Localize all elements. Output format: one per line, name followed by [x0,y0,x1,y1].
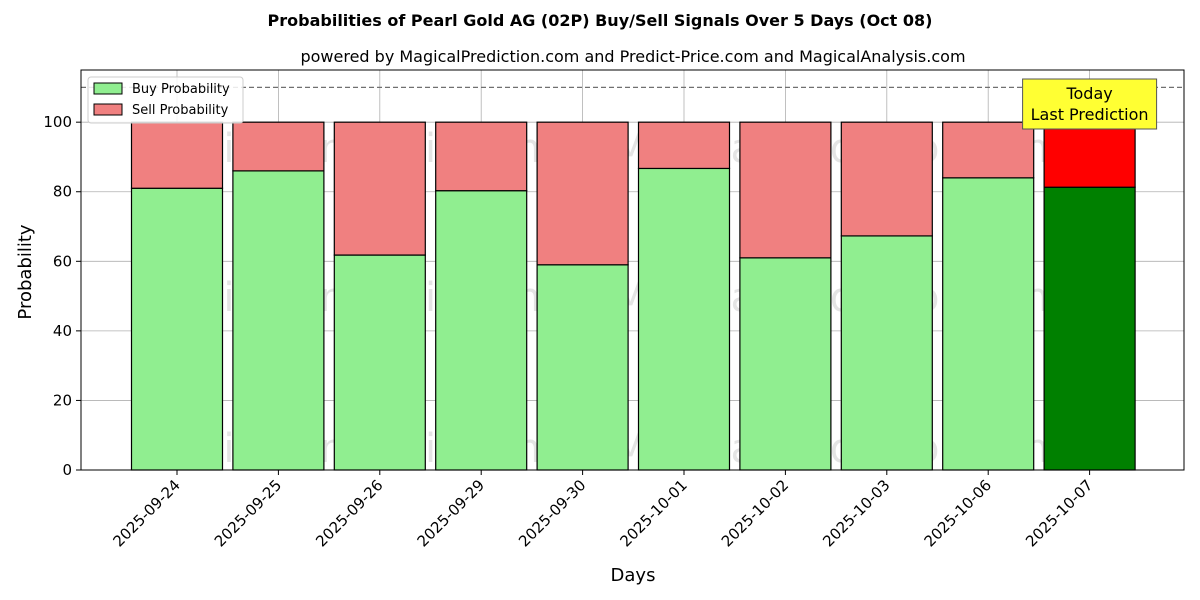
sell-bar [637,121,731,170]
sell-bar [435,121,528,192]
chart-subtitle: powered by MagicalPrediction.com and Pre… [300,47,965,66]
sell-bar [942,121,1035,179]
y-tick-label: 80 [53,183,72,201]
buy-bar [536,264,629,471]
sell-bar [232,121,325,172]
y-tick-label: 0 [62,461,72,479]
sell-bar [840,121,933,237]
sell-bar [739,121,832,259]
y-tick-label: 100 [43,113,72,131]
annotation-box [1022,78,1158,130]
plot-frame [80,69,1185,471]
buy-bar [739,257,832,471]
today-annotation: Today Last Prediction [1022,78,1158,130]
sell-bar [333,121,426,256]
buy-bar [840,235,933,471]
buy-bar [130,187,224,471]
legend-swatch [93,103,123,116]
chart-title: Probabilities of Pearl Gold AG (02P) Buy… [268,11,933,30]
annotation-text: Today [1065,84,1112,103]
buy-bar [232,170,325,471]
sell-bar [536,121,629,266]
annotation-text: Last Prediction [1031,105,1149,124]
y-axis-label: Probability [15,224,36,319]
buy-bar [435,190,528,471]
y-tick-label: 20 [53,391,72,409]
y-tick-label: 60 [53,252,72,270]
legend-label: Sell Probability [132,103,229,118]
legend-swatch [93,82,123,95]
buy-bar [942,177,1035,471]
x-axis-label: Days [611,565,656,586]
buy-bar [333,254,426,471]
sell-bar [130,121,224,189]
legend: Buy Probability Sell Probability [87,76,244,124]
y-tick-label: 40 [53,322,72,340]
sell-bar [1043,121,1136,188]
buy-bar [1043,186,1136,471]
legend-box [87,76,244,124]
legend-label: Buy Probability [132,82,230,97]
buy-bar [637,167,731,471]
